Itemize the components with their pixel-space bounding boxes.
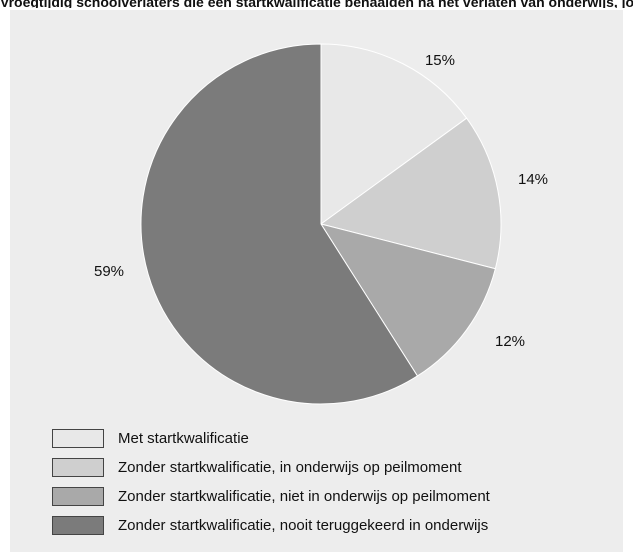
pie-slice-1 — [320, 43, 468, 225]
pie-chart: 15% 14% 12% 59% — [94, 43, 548, 405]
pie-slice-4 — [140, 43, 419, 405]
legend-item-4: Zonder startkwalificatie, nooit teruggek… — [52, 515, 490, 535]
chart-panel: 15% 14% 12% 59% Met startkwalificatie Zonder… — [10, 10, 623, 552]
legend-label-1: Met startkwalificatie — [118, 429, 249, 447]
slice-label-4: 59% — [94, 263, 124, 280]
chart-title: Vroegtijdig schoolverlaters die een star… — [0, 0, 633, 8]
slice-label-1: 15% — [425, 52, 455, 69]
legend: Met startkwalificatie Zonder startkwalifi… — [52, 428, 490, 544]
legend-label-3: Zonder startkwalificatie, niet in onderw… — [118, 487, 490, 505]
legend-item-3: Zonder startkwalificatie, niet in onderw… — [52, 486, 490, 506]
legend-item-1: Met startkwalificatie — [52, 428, 490, 448]
slice-label-3: 12% — [495, 333, 525, 350]
slice-label-2: 14% — [518, 171, 548, 188]
pie-slice-3 — [319, 223, 496, 377]
pie-slice-2 — [319, 117, 502, 270]
legend-swatch-3 — [52, 486, 104, 506]
legend-swatch-2 — [52, 457, 104, 477]
legend-label-2: Zonder startkwalificatie, in onderwijs o… — [118, 458, 462, 476]
legend-label-4: Zonder startkwalificatie, nooit teruggek… — [118, 516, 489, 534]
legend-swatch-1 — [52, 428, 104, 448]
legend-item-2: Zonder startkwalificatie, in onderwijs o… — [52, 457, 490, 477]
legend-swatch-4 — [52, 515, 104, 535]
